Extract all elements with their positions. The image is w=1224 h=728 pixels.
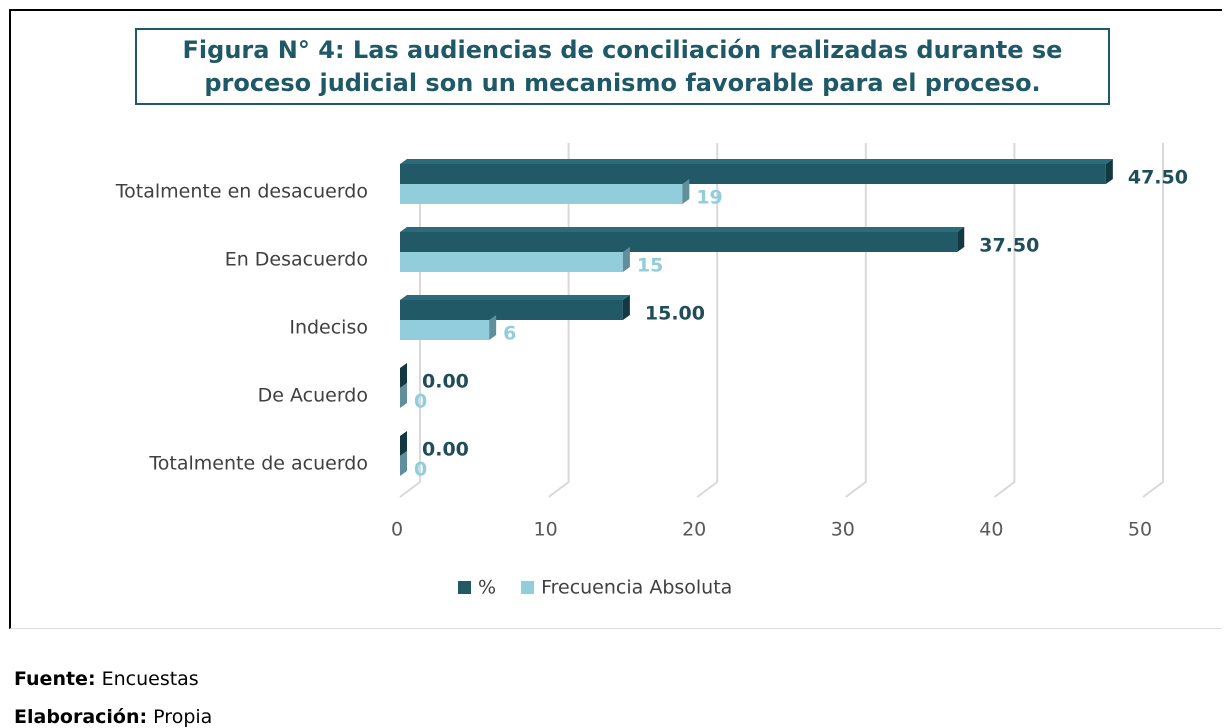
y-tick-label: De Acuerdo (258, 385, 368, 407)
data-label: 0 (414, 391, 427, 413)
grid-line (1142, 143, 1164, 498)
legend-swatch (458, 581, 471, 594)
source: Encuestas (101, 668, 199, 690)
x-tick-label: 50 (1128, 519, 1152, 541)
bar-side (400, 383, 407, 408)
data-label: 6 (503, 323, 516, 345)
bar-top (400, 227, 965, 232)
data-label: 0 (414, 459, 427, 481)
legend-swatch (521, 581, 535, 594)
x-tick-label: 10 (534, 519, 558, 541)
grid-line (696, 143, 719, 498)
grid-line (845, 143, 867, 498)
x-tick-label: 0 (391, 519, 403, 541)
bar (400, 164, 1106, 184)
x-tick-label: 40 (979, 519, 1003, 541)
y-tick-label: En Desacuerdo (225, 249, 368, 271)
x-tick-label: 30 (831, 519, 855, 541)
data-label: 47.50 (1128, 167, 1188, 189)
data-label: 15.00 (645, 303, 705, 325)
bar (400, 232, 958, 252)
bar (400, 300, 623, 320)
bar-side (489, 315, 497, 340)
data-label: 15 (637, 255, 663, 277)
x-tick-label: 20 (682, 519, 706, 541)
source-line: Fuente: Encuestas (14, 668, 199, 690)
bar-side (622, 295, 630, 320)
y-tick-label: Indeciso (289, 317, 368, 339)
legend-label: % (478, 577, 496, 599)
bar-side (682, 179, 690, 204)
y-tick-label: Totalmente en desacuerdo (115, 181, 368, 203)
chart-frame (9, 9, 1222, 629)
data-label: 0.00 (422, 371, 469, 393)
grid-line (993, 143, 1016, 498)
data-label: 37.50 (979, 235, 1039, 257)
bar-side (400, 431, 407, 456)
source-label: Fuente: (14, 668, 96, 690)
bar (400, 252, 623, 272)
bar (400, 320, 490, 340)
author-line: Elaboración: Propia (14, 706, 212, 728)
data-label: 0.00 (422, 439, 469, 461)
bar-side (1105, 159, 1113, 184)
y-tick-label: Totalmente de acuerdo (148, 453, 368, 475)
bar-side (400, 451, 407, 476)
bar-side (400, 363, 407, 388)
chart-title: Figura N° 4: Las audiencias de conciliac… (135, 28, 1110, 105)
author: Propia (153, 706, 213, 728)
bar-side (622, 247, 630, 272)
bar-top (400, 295, 630, 300)
bar-side (957, 227, 965, 252)
data-label: 19 (696, 187, 722, 209)
legend-label: Frecuencia Absoluta (541, 577, 732, 599)
author-label: Elaboración: (14, 706, 148, 728)
bar (400, 184, 683, 204)
bar-top (400, 159, 1113, 164)
